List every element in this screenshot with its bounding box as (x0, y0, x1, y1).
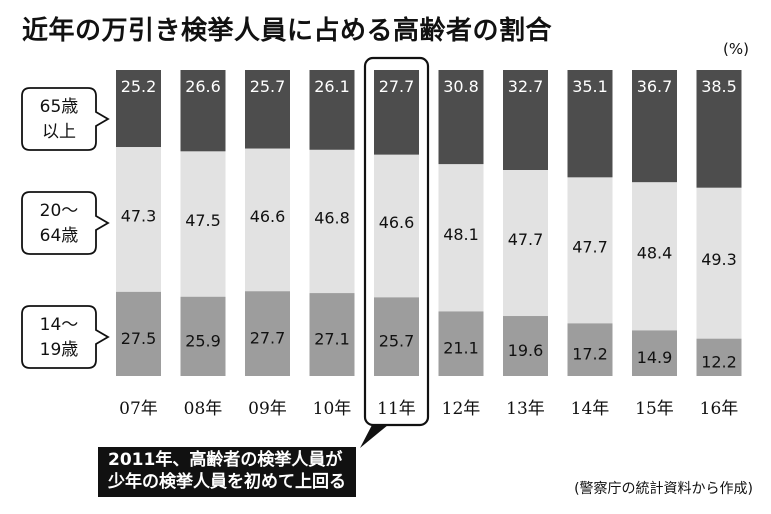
bar-middle-13 (503, 170, 548, 317)
value-label-youth-14: 17.2 (572, 345, 608, 364)
value-label-youth-12: 21.1 (443, 339, 479, 358)
value-label-senior-10: 26.1 (314, 77, 350, 96)
bar-middle-11 (374, 154, 419, 298)
value-label-senior-13: 32.7 (508, 77, 544, 96)
x-tick-14: 14年 (571, 399, 610, 419)
x-tick-13: 13年 (506, 399, 545, 419)
value-label-middle-13: 47.7 (508, 230, 544, 249)
legend-text-senior-1: 65歳 (40, 97, 79, 117)
bar-senior-08 (180, 70, 226, 152)
bar-senior-15 (632, 70, 677, 183)
value-label-middle-07: 47.3 (121, 206, 157, 225)
bar-youth-07 (116, 291, 161, 376)
bar-middle-09 (245, 148, 290, 292)
x-tick-layer: 07年 08年 09年 10年 11年 12年 13年 14年 15年 16年 (119, 399, 738, 419)
value-label-youth-08: 25.9 (185, 331, 221, 350)
annotation-line-1: 2011年、高齢者の検挙人員が (108, 450, 343, 470)
bar-middle-07 (116, 147, 161, 292)
value-label-youth-13: 19.6 (508, 341, 544, 360)
legend-text-middle-1: 20〜 (40, 201, 79, 221)
value-label-middle-10: 46.8 (314, 208, 350, 227)
value-label-middle-16: 49.3 (701, 250, 737, 269)
value-label-senior-08: 26.6 (185, 77, 221, 96)
value-label-youth-11: 25.7 (379, 332, 415, 351)
bar-middle-16 (696, 187, 742, 339)
value-label-middle-14: 47.7 (572, 237, 608, 256)
value-label-senior-15: 36.7 (637, 77, 673, 96)
x-tick-10: 10年 (313, 399, 352, 419)
bar-senior-11 (374, 70, 419, 155)
value-label-middle-09: 46.6 (250, 207, 286, 226)
bar-middle-15 (632, 182, 677, 331)
bar-youth-13 (503, 316, 548, 376)
chart-title: 近年の万引き検挙人員に占める高齢者の割合 (22, 16, 553, 46)
value-label-senior-07: 25.2 (121, 77, 157, 96)
bar-senior-13 (503, 70, 548, 171)
bar-youth-12 (438, 311, 484, 376)
bar-senior-07 (116, 70, 161, 148)
legend-box-middle (21, 191, 110, 255)
x-tick-07: 07年 (119, 399, 158, 419)
bar-middle-12 (438, 164, 484, 312)
source-note: (警察庁の統計資料から作成) (574, 481, 753, 497)
legend-box-senior (21, 87, 110, 151)
annotation-line-2: 少年の検挙人員を初めて上回る (108, 472, 346, 492)
value-label-middle-08: 47.5 (185, 211, 221, 230)
value-label-senior-12: 30.8 (443, 77, 479, 96)
value-label-senior-09: 25.7 (250, 77, 286, 96)
x-tick-11: 11年 (377, 399, 416, 419)
bar-middle-14 (567, 177, 613, 324)
bar-senior-16 (696, 70, 742, 188)
unit-label: (%) (723, 40, 749, 58)
bar-youth-16 (696, 338, 742, 376)
value-label-middle-12: 48.1 (443, 225, 479, 244)
legend-text-youth-1: 14〜 (40, 315, 79, 335)
bar-senior-10 (309, 70, 355, 150)
value-label-senior-16: 38.5 (701, 77, 737, 96)
legend-box-youth (21, 305, 110, 369)
bar-senior-14 (567, 70, 613, 178)
bar-youth-08 (180, 296, 226, 376)
bar-youth-14 (567, 323, 613, 376)
annotation-callout: 2011年、高齢者の検挙人員が 少年の検挙人員を初めて上回る (98, 447, 356, 497)
value-label-middle-15: 48.4 (637, 243, 673, 262)
x-tick-16: 16年 (700, 399, 739, 419)
bar-youth-10 (309, 293, 355, 376)
bar-middle-10 (309, 149, 355, 294)
bars-layer: 25.2 47.3 27.5 26.6 47.5 25.9 25.7 46.6 27.7 26.1… (116, 56, 742, 448)
annotation-pointer (360, 425, 388, 448)
highlight-frame-11 (363, 56, 430, 427)
value-label-youth-09: 27.7 (250, 329, 286, 348)
bar-senior-09 (245, 70, 290, 149)
legend-text-middle-2: 64歳 (40, 226, 79, 246)
bar-middle-08 (180, 151, 226, 297)
value-label-youth-07: 27.5 (121, 329, 157, 348)
legend-text-senior-2: 以上 (42, 122, 76, 142)
value-label-senior-11: 27.7 (379, 77, 415, 96)
bar-senior-12 (438, 70, 484, 165)
value-label-middle-11: 46.6 (379, 213, 415, 232)
value-label-youth-10: 27.1 (314, 330, 350, 349)
value-label-youth-16: 12.2 (701, 352, 737, 371)
bar-youth-09 (245, 291, 290, 376)
legend-text-youth-2: 19歳 (40, 340, 79, 360)
x-tick-09: 09年 (248, 399, 287, 419)
value-label-youth-15: 14.9 (637, 348, 673, 367)
bar-youth-15 (632, 330, 677, 376)
value-label-senior-14: 35.1 (572, 77, 608, 96)
x-tick-15: 15年 (635, 399, 674, 419)
x-tick-08: 08年 (184, 399, 223, 419)
bar-youth-11 (374, 297, 419, 376)
x-tick-12: 12年 (442, 399, 481, 419)
